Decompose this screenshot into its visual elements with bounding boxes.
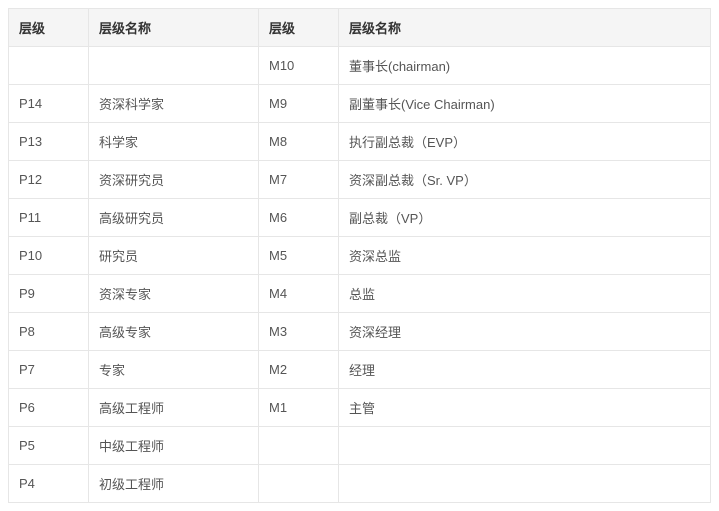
header-p-level: 层级 <box>9 9 89 47</box>
cell-p-level: P11 <box>9 199 89 237</box>
cell-p-name <box>89 47 259 85</box>
cell-p-name: 资深科学家 <box>89 85 259 123</box>
header-m-level: 层级 <box>259 9 339 47</box>
cell-m-level: M3 <box>259 313 339 351</box>
cell-m-name: 副董事长(Vice Chairman) <box>339 85 711 123</box>
cell-p-level: P9 <box>9 275 89 313</box>
cell-p-name: 高级专家 <box>89 313 259 351</box>
cell-m-level: M9 <box>259 85 339 123</box>
cell-m-name: 资深总监 <box>339 237 711 275</box>
cell-m-level: M2 <box>259 351 339 389</box>
cell-m-name: 经理 <box>339 351 711 389</box>
table-body: M10董事长(chairman)P14资深科学家M9副董事长(Vice Chai… <box>9 47 711 503</box>
cell-p-level <box>9 47 89 85</box>
cell-m-name: 资深副总裁（Sr. VP） <box>339 161 711 199</box>
level-table: 层级 层级名称 层级 层级名称 M10董事长(chairman)P14资深科学家… <box>8 8 711 503</box>
cell-m-level: M6 <box>259 199 339 237</box>
cell-m-level: M10 <box>259 47 339 85</box>
cell-p-level: P14 <box>9 85 89 123</box>
cell-m-name: 执行副总裁（EVP） <box>339 123 711 161</box>
cell-p-level: P6 <box>9 389 89 427</box>
table-row: P14资深科学家M9副董事长(Vice Chairman) <box>9 85 711 123</box>
cell-p-name: 科学家 <box>89 123 259 161</box>
table-row: P5中级工程师 <box>9 427 711 465</box>
table-row: P9资深专家M4总监 <box>9 275 711 313</box>
cell-m-name: 董事长(chairman) <box>339 47 711 85</box>
cell-p-name: 中级工程师 <box>89 427 259 465</box>
cell-p-name: 初级工程师 <box>89 465 259 503</box>
cell-p-level: P13 <box>9 123 89 161</box>
cell-m-level: M7 <box>259 161 339 199</box>
table-row: P10研究员M5资深总监 <box>9 237 711 275</box>
table-row: P8高级专家M3资深经理 <box>9 313 711 351</box>
header-p-name: 层级名称 <box>89 9 259 47</box>
cell-m-name: 资深经理 <box>339 313 711 351</box>
cell-m-name: 副总裁（VP） <box>339 199 711 237</box>
table-row: P6高级工程师M1主管 <box>9 389 711 427</box>
cell-m-level: M5 <box>259 237 339 275</box>
cell-m-name: 总监 <box>339 275 711 313</box>
table-row: P7专家M2经理 <box>9 351 711 389</box>
cell-p-name: 资深专家 <box>89 275 259 313</box>
cell-m-name: 主管 <box>339 389 711 427</box>
cell-m-name <box>339 465 711 503</box>
header-row: 层级 层级名称 层级 层级名称 <box>9 9 711 47</box>
cell-m-name <box>339 427 711 465</box>
cell-m-level: M1 <box>259 389 339 427</box>
cell-p-level: P7 <box>9 351 89 389</box>
cell-p-level: P4 <box>9 465 89 503</box>
cell-p-level: P12 <box>9 161 89 199</box>
table-row: P11高级研究员M6副总裁（VP） <box>9 199 711 237</box>
cell-p-name: 专家 <box>89 351 259 389</box>
table-row: P13科学家M8执行副总裁（EVP） <box>9 123 711 161</box>
cell-p-name: 资深研究员 <box>89 161 259 199</box>
table-row: P12资深研究员M7资深副总裁（Sr. VP） <box>9 161 711 199</box>
cell-m-level: M4 <box>259 275 339 313</box>
header-m-name: 层级名称 <box>339 9 711 47</box>
cell-m-level <box>259 465 339 503</box>
cell-m-level: M8 <box>259 123 339 161</box>
cell-p-level: P8 <box>9 313 89 351</box>
cell-p-name: 高级工程师 <box>89 389 259 427</box>
table-row: M10董事长(chairman) <box>9 47 711 85</box>
cell-p-level: P10 <box>9 237 89 275</box>
cell-p-level: P5 <box>9 427 89 465</box>
cell-p-name: 高级研究员 <box>89 199 259 237</box>
cell-m-level <box>259 427 339 465</box>
table-row: P4初级工程师 <box>9 465 711 503</box>
cell-p-name: 研究员 <box>89 237 259 275</box>
